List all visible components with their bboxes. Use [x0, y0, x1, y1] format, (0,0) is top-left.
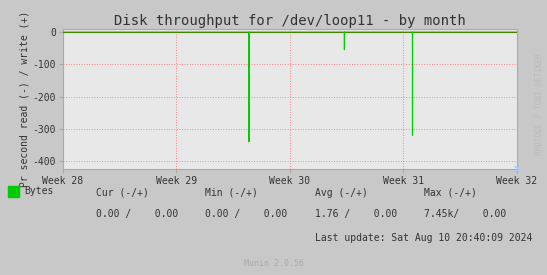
Text: 1.76 /    0.00: 1.76 / 0.00: [315, 210, 397, 219]
Text: RRDTOOL / TOBI OETIKER: RRDTOOL / TOBI OETIKER: [534, 54, 543, 155]
Text: Munin 2.0.56: Munin 2.0.56: [243, 260, 304, 268]
Text: 7.45k/    0.00: 7.45k/ 0.00: [424, 210, 506, 219]
Title: Disk throughput for /dev/loop11 - by month: Disk throughput for /dev/loop11 - by mon…: [114, 14, 466, 28]
Y-axis label: Pr second read (-) / write (+): Pr second read (-) / write (+): [20, 11, 30, 187]
Text: Cur (-/+): Cur (-/+): [96, 188, 149, 197]
Text: Last update: Sat Aug 10 20:40:09 2024: Last update: Sat Aug 10 20:40:09 2024: [315, 233, 532, 243]
Text: Bytes: Bytes: [25, 186, 54, 196]
Text: Min (-/+): Min (-/+): [205, 188, 258, 197]
Text: 0.00 /    0.00: 0.00 / 0.00: [96, 210, 178, 219]
Text: Max (-/+): Max (-/+): [424, 188, 477, 197]
Text: Avg (-/+): Avg (-/+): [315, 188, 368, 197]
Text: 0.00 /    0.00: 0.00 / 0.00: [205, 210, 287, 219]
